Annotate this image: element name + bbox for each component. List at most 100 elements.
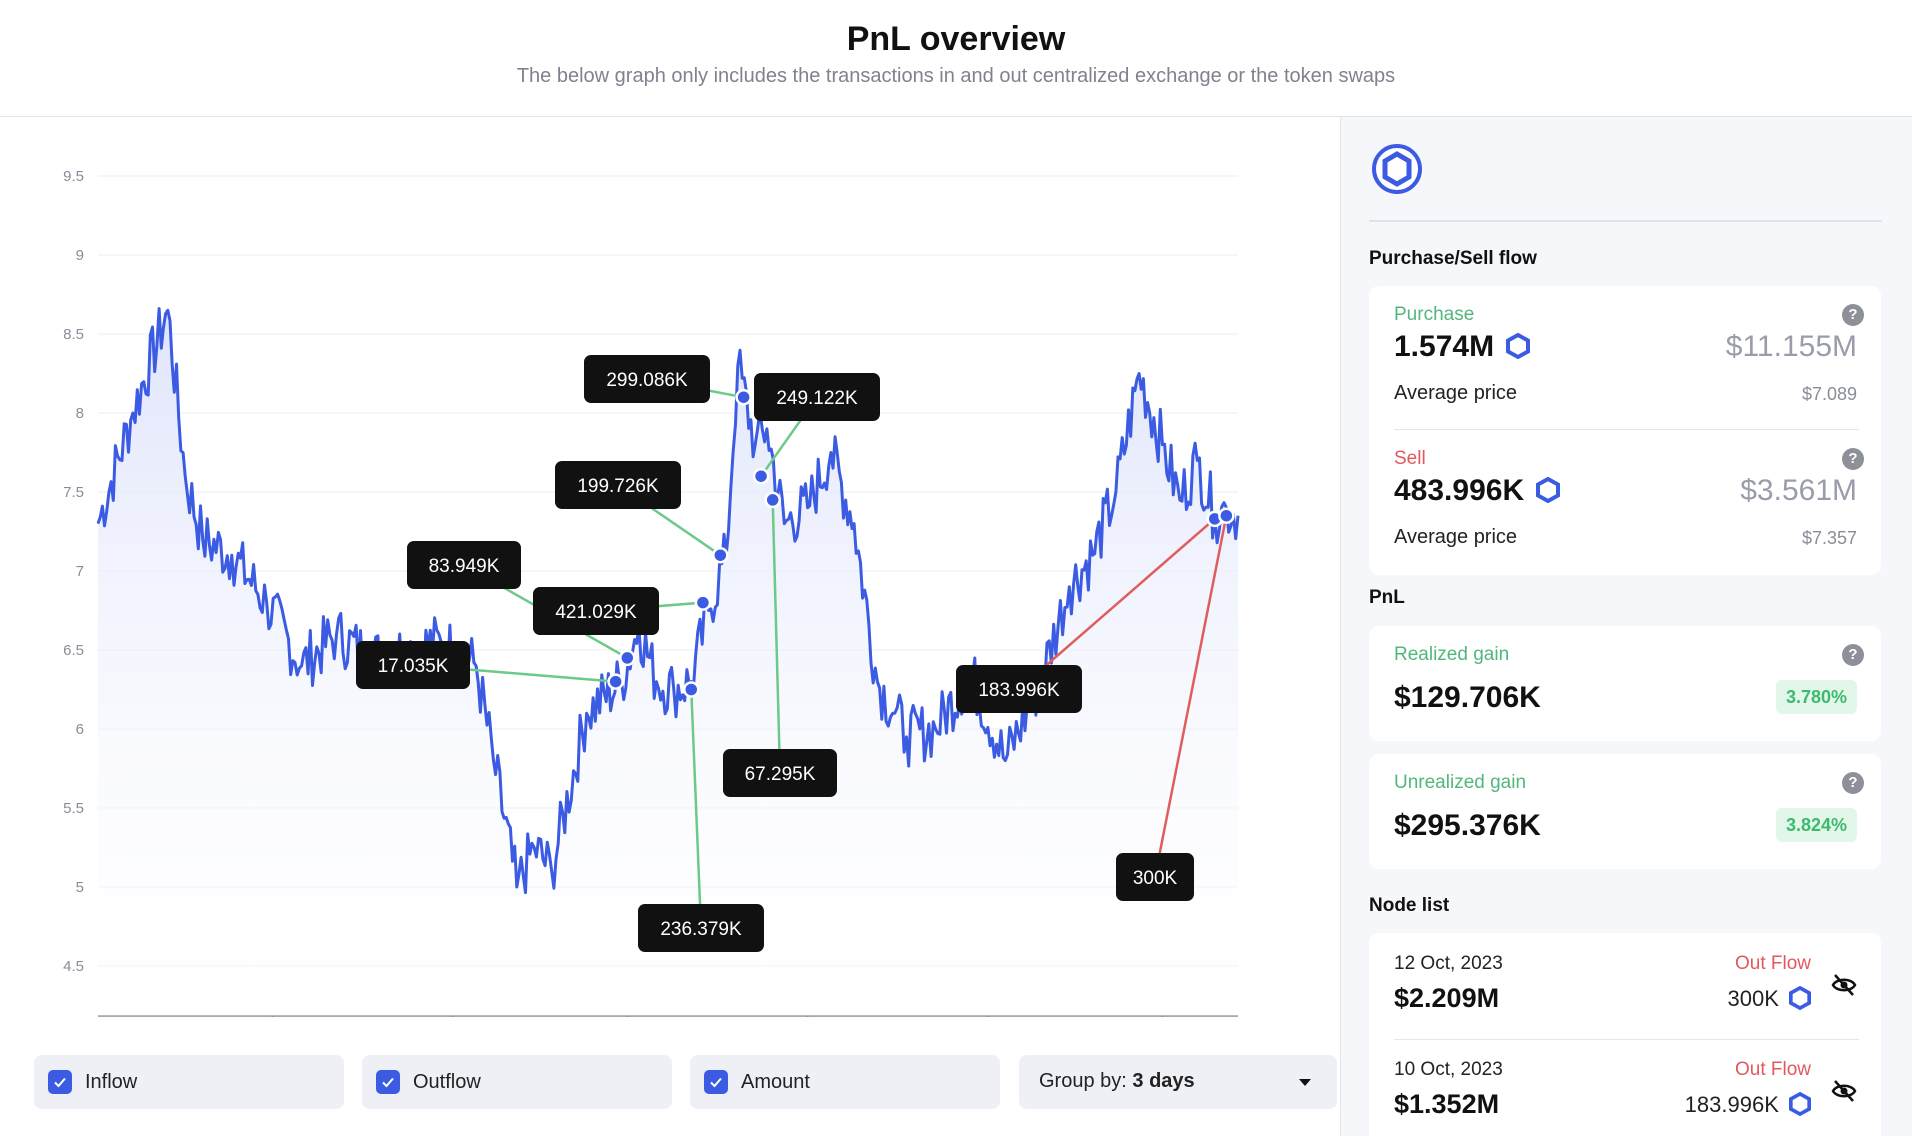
transaction-point (607, 673, 624, 690)
divider (1369, 220, 1882, 222)
unrealized-gain-label: Unrealized gain (1394, 772, 1527, 793)
outflow-label: Outflow (413, 1071, 481, 1093)
annotation-label-bg (1116, 853, 1194, 901)
token-icon (1789, 985, 1811, 1011)
annotation-connector (1018, 517, 1216, 690)
y-tick-label: 7.5 (63, 484, 84, 501)
pnl-title: PnL (1369, 587, 1405, 608)
check-icon[interactable] (704, 1070, 728, 1094)
unrealized-gain-value: $295.376K (1394, 809, 1541, 842)
node-amount: 183.996K (1685, 1091, 1811, 1118)
transaction-point (683, 681, 700, 698)
transaction-point (1218, 507, 1235, 524)
sell-amount: 483.996K (1394, 474, 1561, 508)
realized-gain-label: Realized gain (1394, 644, 1510, 665)
purchase-amount: 1.574M (1394, 330, 1531, 364)
divider (1394, 1039, 1859, 1040)
page-header: PnL overview The below graph only includ… (0, 0, 1912, 117)
pnl-chart[interactable]: 9.598.587.576.565.554.5MayJuneJulyAugust… (0, 117, 1340, 1017)
annotation-label: 299.086K (606, 370, 688, 391)
transaction-point (764, 491, 781, 509)
annotation-label: 17.035K (378, 656, 449, 677)
annotation-label: 199.726K (577, 476, 659, 497)
sell-usd: $3.561M (1740, 474, 1857, 507)
y-tick-label: 5 (76, 879, 84, 896)
node-flow: Out Flow (1734, 953, 1811, 974)
transaction-point (712, 546, 729, 564)
hidden-eye-icon[interactable] (1831, 973, 1857, 997)
check-icon[interactable] (376, 1070, 400, 1094)
annotation-label-bg (407, 541, 521, 589)
amount-toggle[interactable]: Amount (690, 1055, 1000, 1109)
annotation-label-bg (533, 587, 659, 635)
node-usd: $1.352M (1394, 1089, 1500, 1119)
token-icon (1536, 476, 1561, 504)
node-date: 10 Oct, 2023 (1394, 1059, 1503, 1080)
purchase-sell-title: Purchase/Sell flow (1369, 248, 1537, 269)
sell-label: Sell (1394, 448, 1426, 469)
page-subtitle: The below graph only includes the transa… (516, 65, 1396, 87)
group-by-value: 3 days (1132, 1070, 1195, 1092)
price-area (98, 308, 1238, 1017)
purchase-usd: $11.155M (1725, 330, 1857, 363)
annotation-label-bg (956, 665, 1082, 713)
help-icon[interactable]: ? (1842, 448, 1864, 470)
group-by-select[interactable]: Group by: 3 days (1019, 1055, 1337, 1109)
inflow-label: Inflow (85, 1071, 138, 1093)
annotation-connector (690, 689, 703, 929)
token-icon (1372, 144, 1422, 194)
annotation-label-bg (584, 355, 710, 403)
inflow-toggle[interactable]: Inflow (34, 1055, 344, 1109)
y-tick-label: 8 (76, 405, 84, 422)
annotation-label: 249.122K (776, 388, 858, 409)
chart-panel: 9.598.587.576.565.554.5MayJuneJulyAugust… (0, 117, 1341, 1136)
node-amount: 300K (1727, 985, 1811, 1012)
node-flow: Out Flow (1734, 1059, 1811, 1080)
sell-avg-label: Average price (1394, 526, 1518, 548)
purchase-sell-card: Purchase ? 1.574M $11.155M Average price… (1369, 286, 1881, 575)
amount-label: Amount (741, 1071, 810, 1093)
transaction-point (735, 388, 752, 406)
help-icon[interactable]: ? (1842, 304, 1864, 326)
transaction-point (694, 594, 712, 611)
node-list-title: Node list (1369, 895, 1450, 916)
y-tick-label: 6 (76, 721, 84, 738)
annotation-label-bg (555, 461, 681, 509)
hidden-eye-icon[interactable] (1831, 1079, 1857, 1103)
token-icon (1789, 1091, 1811, 1117)
check-icon[interactable] (48, 1070, 72, 1094)
annotation-label: 421.029K (555, 602, 637, 623)
y-tick-label: 9.5 (63, 168, 84, 185)
outflow-toggle[interactable]: Outflow (362, 1055, 672, 1109)
page-title: PnL overview (846, 20, 1066, 58)
annotation-label: 67.295K (745, 764, 816, 785)
token-icon (1506, 332, 1531, 360)
node-date: 12 Oct, 2023 (1394, 953, 1503, 974)
annotation-label-bg (723, 749, 837, 797)
help-icon[interactable]: ? (1842, 772, 1864, 794)
annotation-label: 300K (1133, 868, 1178, 889)
purchase-avg-label: Average price (1394, 382, 1518, 404)
transaction-point (752, 467, 770, 485)
annotation-label-bg (754, 373, 880, 421)
purchase-avg-value: $7.089 (1801, 384, 1857, 404)
group-by-label: Group by: 3 days (1039, 1070, 1195, 1092)
purchase-label: Purchase (1394, 304, 1475, 325)
help-icon[interactable]: ? (1842, 644, 1864, 666)
sidebar: Purchase/Sell flow Purchase ? 1.574M $11… (1341, 117, 1912, 1136)
unrealized-gain-pct: 3.824% (1775, 808, 1857, 842)
realized-gain-value: $129.706K (1394, 681, 1541, 714)
node-list: 12 Oct, 2023 Out Flow $2.209M 300K 10 Oc… (1369, 933, 1881, 1136)
realized-gain-card: Realized gain ? $129.706K 3.780% (1369, 626, 1881, 741)
annotation-label: 83.949K (429, 556, 500, 577)
y-tick-label: 9 (76, 247, 84, 264)
annotation-label: 183.996K (978, 680, 1060, 701)
annotation-connector (1153, 515, 1228, 878)
unrealized-gain-card: Unrealized gain ? $295.376K 3.824% (1369, 754, 1881, 869)
y-tick-label: 4.5 (63, 958, 84, 975)
transaction-point (619, 649, 636, 667)
y-tick-label: 7 (76, 563, 84, 580)
annotation-label-bg (356, 641, 470, 689)
y-tick-label: 8.5 (63, 326, 84, 343)
annotation-label: 236.379K (660, 919, 742, 940)
